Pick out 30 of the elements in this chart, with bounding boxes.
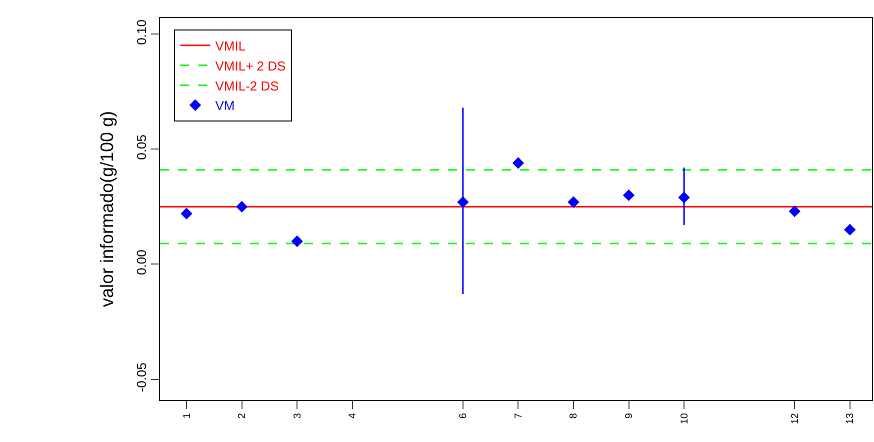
x-tick-label: 6 <box>458 412 470 419</box>
y-tick-label: -0.05 <box>134 362 149 392</box>
x-tick-label: 9 <box>624 412 636 419</box>
point <box>844 224 856 236</box>
point <box>568 196 580 208</box>
y-axis-title: valor informado(g/100 g) <box>97 110 117 308</box>
x-tick-label: 13 <box>845 412 856 424</box>
legend-label: VMIL+ 2 DS <box>215 58 286 74</box>
point <box>291 235 303 248</box>
point <box>622 189 635 202</box>
x-tick-label: 1 <box>182 412 193 419</box>
point <box>180 208 192 220</box>
point <box>457 196 469 208</box>
y-tick-label: 0.00 <box>134 250 149 275</box>
point <box>236 200 248 213</box>
point <box>678 192 690 204</box>
x-tick-label: 2 <box>237 412 248 419</box>
y-tick-label: 0.05 <box>134 134 149 160</box>
x-tick-label: 8 <box>568 412 580 419</box>
legend-label: VMIL <box>215 38 246 54</box>
x-tick-label: 4 <box>348 412 359 419</box>
y-tick-label: 0.10 <box>134 20 149 45</box>
x-tick-label: 3 <box>292 412 304 419</box>
legend-label: VM <box>215 98 235 114</box>
x-tick-label: 7 <box>513 412 524 419</box>
legend-label: VMIL-2 DS <box>215 78 280 94</box>
point <box>788 205 800 218</box>
x-tick-label: 10 <box>679 412 690 424</box>
x-tick-label: 12 <box>790 412 801 424</box>
point <box>512 157 524 169</box>
